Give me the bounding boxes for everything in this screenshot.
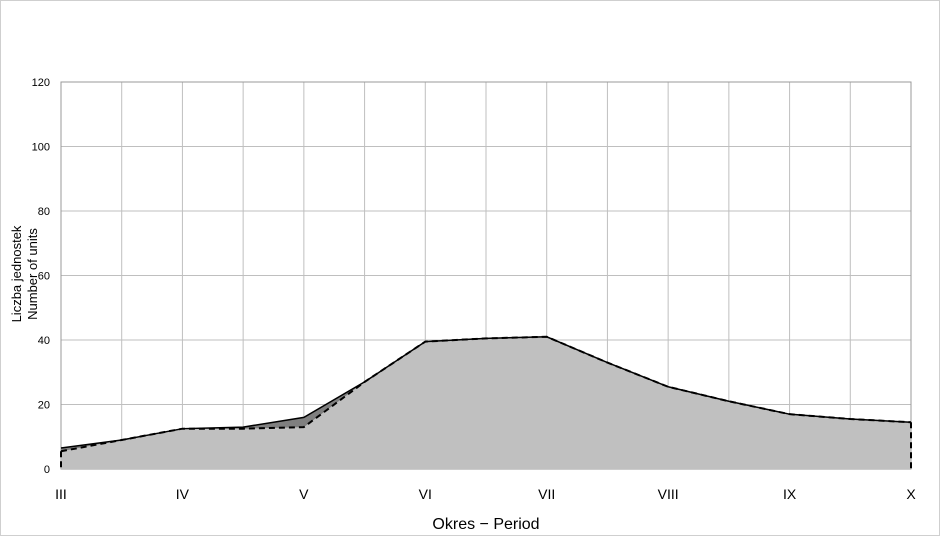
y-tick-label: 60	[38, 271, 50, 283]
x-tick-label: VIII	[658, 486, 679, 502]
series-2-area	[61, 336, 911, 469]
series-lines	[60, 335, 912, 469]
x-tick-label: X	[906, 486, 916, 502]
x-tick-label: III	[55, 486, 67, 502]
y-tick-label: 120	[32, 77, 50, 89]
x-tick-label: IX	[783, 486, 797, 502]
series-areas	[61, 336, 911, 469]
x-tick-labels: III IV V VI VII VIII IX X	[55, 486, 916, 502]
y-axis-label-line2: Number of units	[25, 228, 40, 320]
x-axis-label: Okres − Period	[432, 516, 539, 533]
y-tick-label: 40	[38, 335, 50, 347]
series-2-line	[60, 335, 912, 453]
x-tick-label: V	[299, 486, 309, 502]
x-tick-label: VI	[419, 486, 432, 502]
y-tick-labels: 0 20 40 60 80 100 120	[32, 77, 50, 476]
x-tick-label: IV	[176, 486, 190, 502]
y-tick-label: 100	[32, 142, 50, 154]
y-tick-label: 20	[38, 400, 50, 412]
x-tick-label: VII	[538, 486, 555, 502]
y-tick-label: 0	[44, 464, 50, 476]
y-tick-label: 80	[38, 206, 50, 218]
y-axis-label-line1: Liczba jednostek	[9, 225, 24, 322]
